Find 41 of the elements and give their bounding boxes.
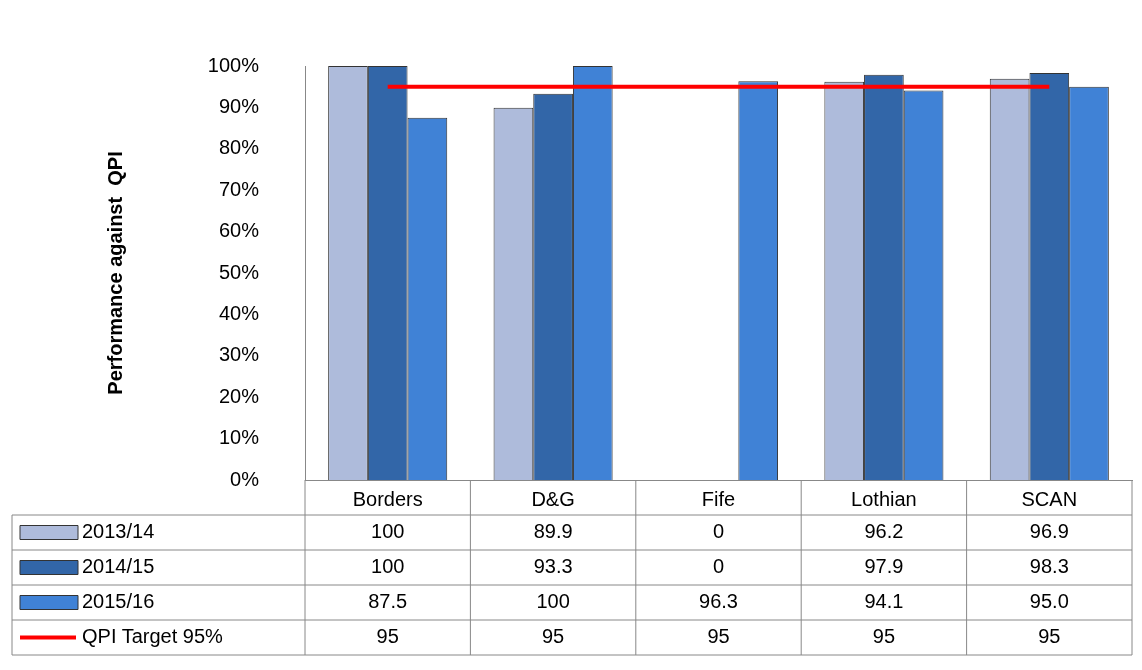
data-label: 100	[371, 520, 405, 543]
y-tick-label: 90%	[218, 94, 260, 117]
data-label: 95	[707, 625, 730, 648]
legend-label: 2014/15	[82, 555, 155, 578]
data-label: 95	[872, 625, 896, 648]
x-tick-label: Borders	[352, 487, 423, 510]
y-tick-label: 100%	[207, 53, 260, 76]
data-label: 100	[371, 555, 405, 578]
data-label: 94.1	[864, 590, 904, 613]
data-label: 93.3	[533, 555, 573, 578]
x-tick-label: SCAN	[1021, 487, 1078, 510]
y-tick-label: 70%	[218, 177, 260, 200]
x-tick-label: Lothian	[851, 487, 917, 510]
data-label: 98.3	[1029, 555, 1069, 578]
legend-label: QPI Target 95%	[82, 625, 224, 648]
data-label: 95	[376, 625, 399, 648]
data-label: 89.9	[533, 520, 573, 543]
legend-label: 2015/16	[82, 590, 155, 613]
y-tick-label: 10%	[218, 426, 260, 449]
data-label: 0	[712, 555, 725, 578]
y-tick-label: 30%	[218, 343, 260, 366]
data-label: 96.9	[1029, 520, 1069, 543]
data-label: 95.0	[1029, 590, 1069, 613]
data-label: 0	[712, 520, 725, 543]
data-label: 100	[536, 590, 570, 613]
y-tick-label: 60%	[218, 219, 260, 242]
y-tick-label: 40%	[218, 301, 260, 324]
x-tick-label: D&G	[531, 487, 575, 510]
y-tick-label: 0%	[230, 467, 260, 490]
data-label: 95	[1038, 625, 1061, 648]
data-label: 87.5	[368, 590, 408, 613]
data-label: 95	[541, 625, 565, 648]
x-tick-label: Fife	[701, 487, 736, 510]
y-axis-title: Performance against QPI	[103, 151, 126, 395]
y-tick-label: 80%	[218, 136, 260, 159]
data-label: 97.9	[864, 555, 904, 578]
data-label: 96.2	[864, 520, 904, 543]
legend-label: 2013/14	[82, 520, 155, 543]
data-label: 96.3	[699, 590, 738, 613]
y-tick-label: 20%	[218, 384, 260, 407]
y-tick-label: 50%	[218, 260, 260, 283]
